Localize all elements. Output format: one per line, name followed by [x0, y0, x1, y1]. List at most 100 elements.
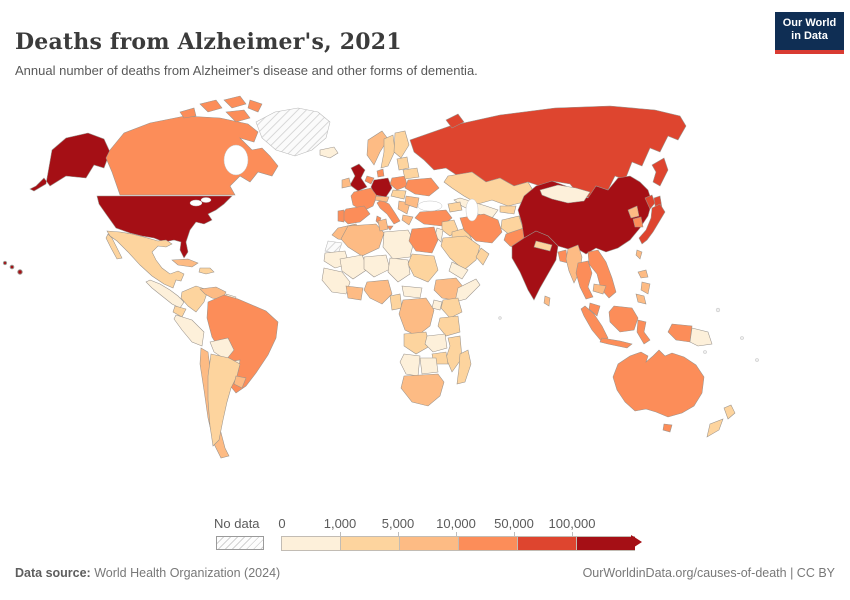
country-canada[interactable] [105, 115, 279, 196]
country-sulawesi[interactable] [636, 319, 651, 345]
country-philippines[interactable] [635, 293, 647, 305]
country-vietnam[interactable] [587, 249, 617, 299]
legend-segment-0[interactable] [282, 537, 341, 550]
country-portugal[interactable] [337, 209, 345, 223]
country-mongolia[interactable] [539, 184, 591, 204]
country-japan[interactable] [638, 203, 666, 245]
country-botswana[interactable] [419, 357, 439, 375]
country-uk[interactable] [349, 163, 368, 192]
credit-link[interactable]: OurWorldinData.org/causes-of-death | CC … [582, 566, 835, 580]
country-senegal_guinea[interactable] [321, 267, 351, 295]
country-west_papua[interactable] [667, 323, 693, 343]
country-mexico[interactable] [105, 233, 123, 260]
legend-no-data-swatch[interactable] [216, 536, 264, 550]
country-argentina[interactable] [207, 353, 241, 447]
country-hawaii[interactable] [17, 269, 23, 275]
country-denmark[interactable] [376, 168, 385, 178]
country-hawaii[interactable] [9, 264, 15, 270]
country-kenya[interactable] [440, 297, 463, 319]
country-alaska[interactable] [29, 132, 111, 192]
country-s_korea[interactable] [632, 216, 644, 228]
country-greece[interactable] [401, 214, 414, 226]
country-canada[interactable] [199, 99, 223, 113]
country-canada[interactable] [223, 95, 247, 109]
country-taiwan[interactable] [635, 249, 643, 260]
country-cambodia[interactable] [592, 283, 607, 295]
country-tunisia[interactable] [377, 218, 389, 232]
country-borneo[interactable] [608, 305, 639, 333]
country-malaysia[interactable] [588, 302, 601, 317]
country-usa[interactable] [96, 195, 233, 259]
country-thailand[interactable] [575, 260, 594, 300]
country-australia[interactable] [612, 349, 705, 418]
country-peru[interactable] [173, 314, 205, 347]
country-kyrgyz_tajik[interactable] [499, 205, 517, 215]
legend-segment-1[interactable] [341, 537, 400, 550]
country-canada[interactable] [225, 109, 251, 123]
country-tanzania[interactable] [437, 315, 461, 337]
owid-logo[interactable]: Our World in Data [775, 12, 844, 54]
country-mexico[interactable] [106, 230, 185, 289]
country-alpine[interactable] [374, 195, 390, 203]
legend-segment-2[interactable] [400, 537, 459, 550]
country-chad[interactable] [387, 257, 411, 283]
country-philippines[interactable] [637, 269, 649, 279]
country-france[interactable] [350, 187, 378, 212]
country-benelux[interactable] [364, 175, 375, 185]
legend-segment-3[interactable] [459, 537, 518, 550]
country-ghana_ivory[interactable] [345, 285, 364, 301]
country-caucasus[interactable] [447, 201, 463, 213]
country-india[interactable] [511, 230, 559, 301]
country-sri_lanka[interactable] [543, 295, 551, 307]
country-italy[interactable] [386, 225, 394, 231]
country-angola[interactable] [403, 331, 431, 355]
country-poland[interactable] [389, 175, 408, 191]
country-italy[interactable] [376, 199, 401, 225]
country-canada[interactable] [179, 107, 197, 119]
country-romania[interactable] [404, 195, 420, 209]
country-sweden[interactable] [380, 134, 396, 169]
country-nigeria[interactable] [363, 279, 393, 305]
country-libya[interactable] [382, 229, 415, 260]
legend-segment-5[interactable] [577, 537, 635, 550]
country-drc[interactable] [398, 297, 435, 337]
country-mozambique[interactable] [445, 335, 463, 373]
country-greenland[interactable] [255, 107, 331, 157]
country-belarus[interactable] [402, 167, 420, 180]
country-zambia[interactable] [424, 333, 448, 353]
country-hispaniola[interactable] [198, 267, 215, 275]
country-car[interactable] [401, 285, 423, 299]
legend-segment-4[interactable] [518, 537, 577, 550]
country-iceland[interactable] [319, 146, 339, 159]
country-saudi[interactable] [440, 235, 481, 271]
country-canada[interactable] [247, 99, 263, 113]
country-java[interactable] [599, 337, 633, 349]
country-spain[interactable] [340, 205, 371, 225]
country-czech_hungary[interactable] [390, 189, 407, 200]
country-mali[interactable] [339, 254, 369, 280]
country-norway[interactable] [366, 130, 389, 166]
country-finland[interactable] [393, 130, 410, 159]
country-iran[interactable] [459, 213, 503, 244]
country-tasmania[interactable] [662, 423, 673, 433]
country-nepal[interactable] [533, 240, 553, 252]
country-hawaii[interactable] [2, 260, 8, 266]
country-baltics[interactable] [396, 156, 410, 171]
country-philippines[interactable] [640, 281, 651, 295]
country-sudan[interactable] [407, 253, 439, 283]
country-png[interactable] [689, 327, 713, 347]
country-russia[interactable] [651, 157, 669, 187]
country-ireland[interactable] [341, 177, 352, 189]
country-nz[interactable] [706, 418, 724, 438]
country-oman[interactable] [475, 247, 490, 266]
country-russia[interactable] [445, 113, 465, 129]
country-yemen[interactable] [448, 261, 469, 280]
country-japan[interactable] [644, 194, 656, 210]
country-uruguay[interactable] [233, 375, 247, 389]
country-ecuador[interactable] [172, 305, 187, 318]
country-cuba[interactable] [171, 258, 199, 268]
country-algeria[interactable] [340, 223, 385, 257]
country-n_korea[interactable] [627, 205, 640, 219]
country-bolivia[interactable] [209, 337, 235, 361]
country-niger[interactable] [363, 254, 391, 278]
